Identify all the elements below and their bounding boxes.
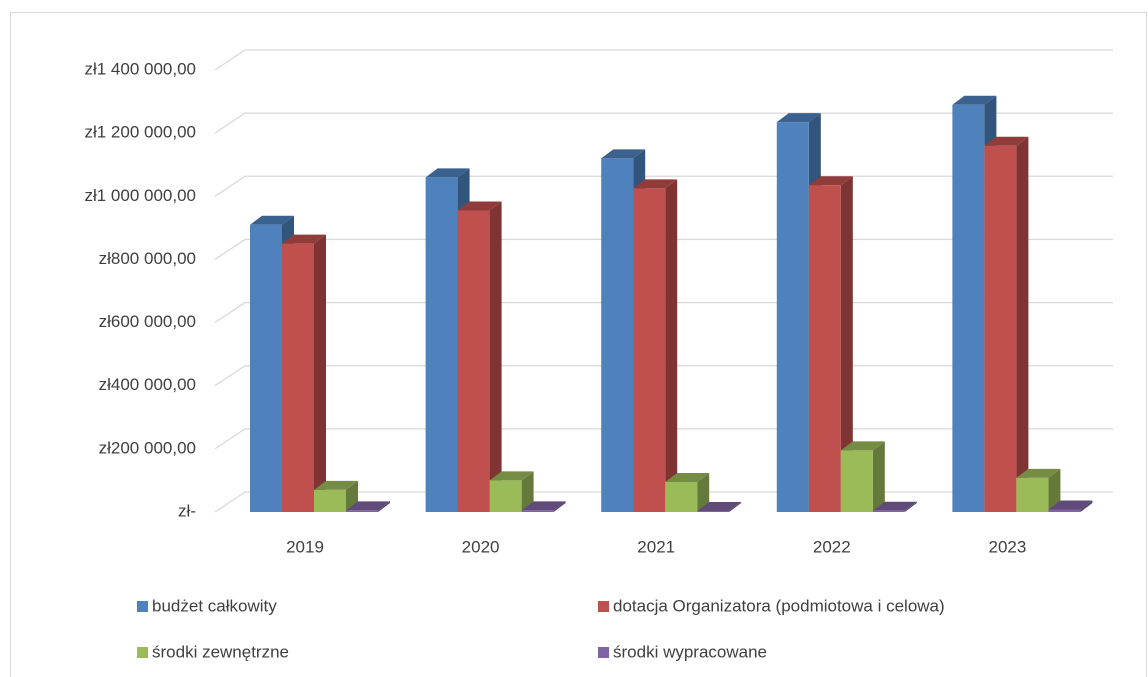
bar — [1048, 500, 1093, 512]
bar-face — [314, 480, 358, 490]
bar-face — [1048, 509, 1081, 512]
bar — [633, 179, 678, 512]
bar-face — [665, 473, 710, 483]
bar-face — [665, 179, 678, 512]
bar-face — [952, 104, 985, 512]
y-tick-label: zł1 200 000,00 — [84, 123, 196, 142]
grid-line — [214, 112, 1113, 134]
bar-face — [776, 113, 821, 123]
bar-face — [840, 441, 885, 451]
bar — [521, 501, 566, 512]
bar-face — [952, 95, 997, 105]
bar-face — [521, 510, 554, 512]
bar-face — [346, 510, 378, 512]
bar — [346, 501, 390, 512]
bar-face — [840, 450, 873, 512]
x-tick-label: 2020 — [462, 537, 500, 556]
bar-face — [1016, 468, 1061, 478]
bar — [840, 441, 885, 512]
bar — [1016, 468, 1061, 512]
bar-face — [697, 502, 742, 512]
bar-face — [1048, 468, 1061, 512]
legend-label: środki wypracowane — [613, 642, 767, 661]
bar-face — [250, 215, 294, 225]
bar-face — [425, 177, 458, 513]
bar-face — [282, 243, 314, 512]
bar-face — [697, 511, 730, 512]
bar-face — [872, 510, 905, 512]
bar-face — [457, 210, 490, 512]
bar-face — [872, 501, 917, 511]
bar — [872, 501, 917, 512]
bar — [808, 176, 853, 512]
bar-face — [776, 122, 809, 512]
bar-face — [633, 188, 666, 512]
bar — [489, 471, 534, 512]
bar-face — [729, 502, 742, 512]
legend-label: budżet całkowity — [152, 596, 277, 615]
bar-face — [633, 179, 678, 189]
y-tick-label: zł800 000,00 — [99, 249, 196, 268]
y-tick-label: zł200 000,00 — [99, 438, 196, 457]
x-tick-label: 2023 — [988, 537, 1026, 556]
x-tick-label: 2019 — [286, 537, 324, 556]
y-tick-label: zł1 000 000,00 — [84, 186, 196, 205]
bar-face — [1048, 500, 1093, 510]
bar — [665, 473, 710, 512]
bar-face — [314, 234, 326, 512]
bar-face — [489, 201, 502, 512]
bar-face — [282, 234, 326, 244]
bar — [457, 201, 502, 512]
legend-swatch — [137, 647, 148, 658]
bar-face — [489, 471, 534, 481]
y-tick-label: zł- — [178, 501, 196, 520]
bar — [697, 502, 742, 512]
x-tick-label: 2021 — [637, 537, 675, 556]
bar-face — [1016, 477, 1049, 512]
bar — [282, 234, 326, 512]
bar-face — [1016, 136, 1029, 512]
bar-face — [553, 501, 566, 512]
bar-face — [808, 176, 853, 186]
bar-face — [872, 441, 885, 512]
bar-face — [840, 176, 853, 512]
bar-face — [378, 501, 390, 512]
y-tick-label: zł1 400 000,00 — [84, 59, 196, 78]
bar-face — [904, 501, 917, 512]
legend-swatch — [137, 601, 148, 612]
x-tick-label: 2022 — [813, 537, 851, 556]
bar-face — [425, 168, 470, 178]
legend-swatch — [598, 601, 609, 612]
bar-face — [314, 489, 346, 512]
bar — [984, 136, 1029, 512]
legend-label: dotacja Organizatora (podmiotowa i celow… — [613, 596, 945, 615]
bar-face — [984, 136, 1029, 146]
bar-face — [346, 501, 390, 511]
bar-face — [665, 482, 698, 512]
legend-label: środki zewnętrzne — [152, 642, 289, 661]
bar-face — [489, 480, 522, 512]
legend-swatch — [598, 647, 609, 658]
bar-face — [601, 149, 646, 159]
bar-face — [984, 145, 1017, 512]
y-tick-label: zł400 000,00 — [99, 375, 196, 394]
bar-face — [521, 501, 566, 511]
bar-face — [601, 158, 634, 512]
y-tick-label: zł600 000,00 — [99, 312, 196, 331]
bar-face — [250, 224, 282, 512]
grid-line — [214, 49, 1113, 71]
bar-face — [1080, 500, 1093, 512]
bar-face — [457, 201, 502, 211]
bar-face — [697, 473, 710, 512]
bar-face — [521, 471, 534, 512]
bar-face — [808, 185, 841, 512]
